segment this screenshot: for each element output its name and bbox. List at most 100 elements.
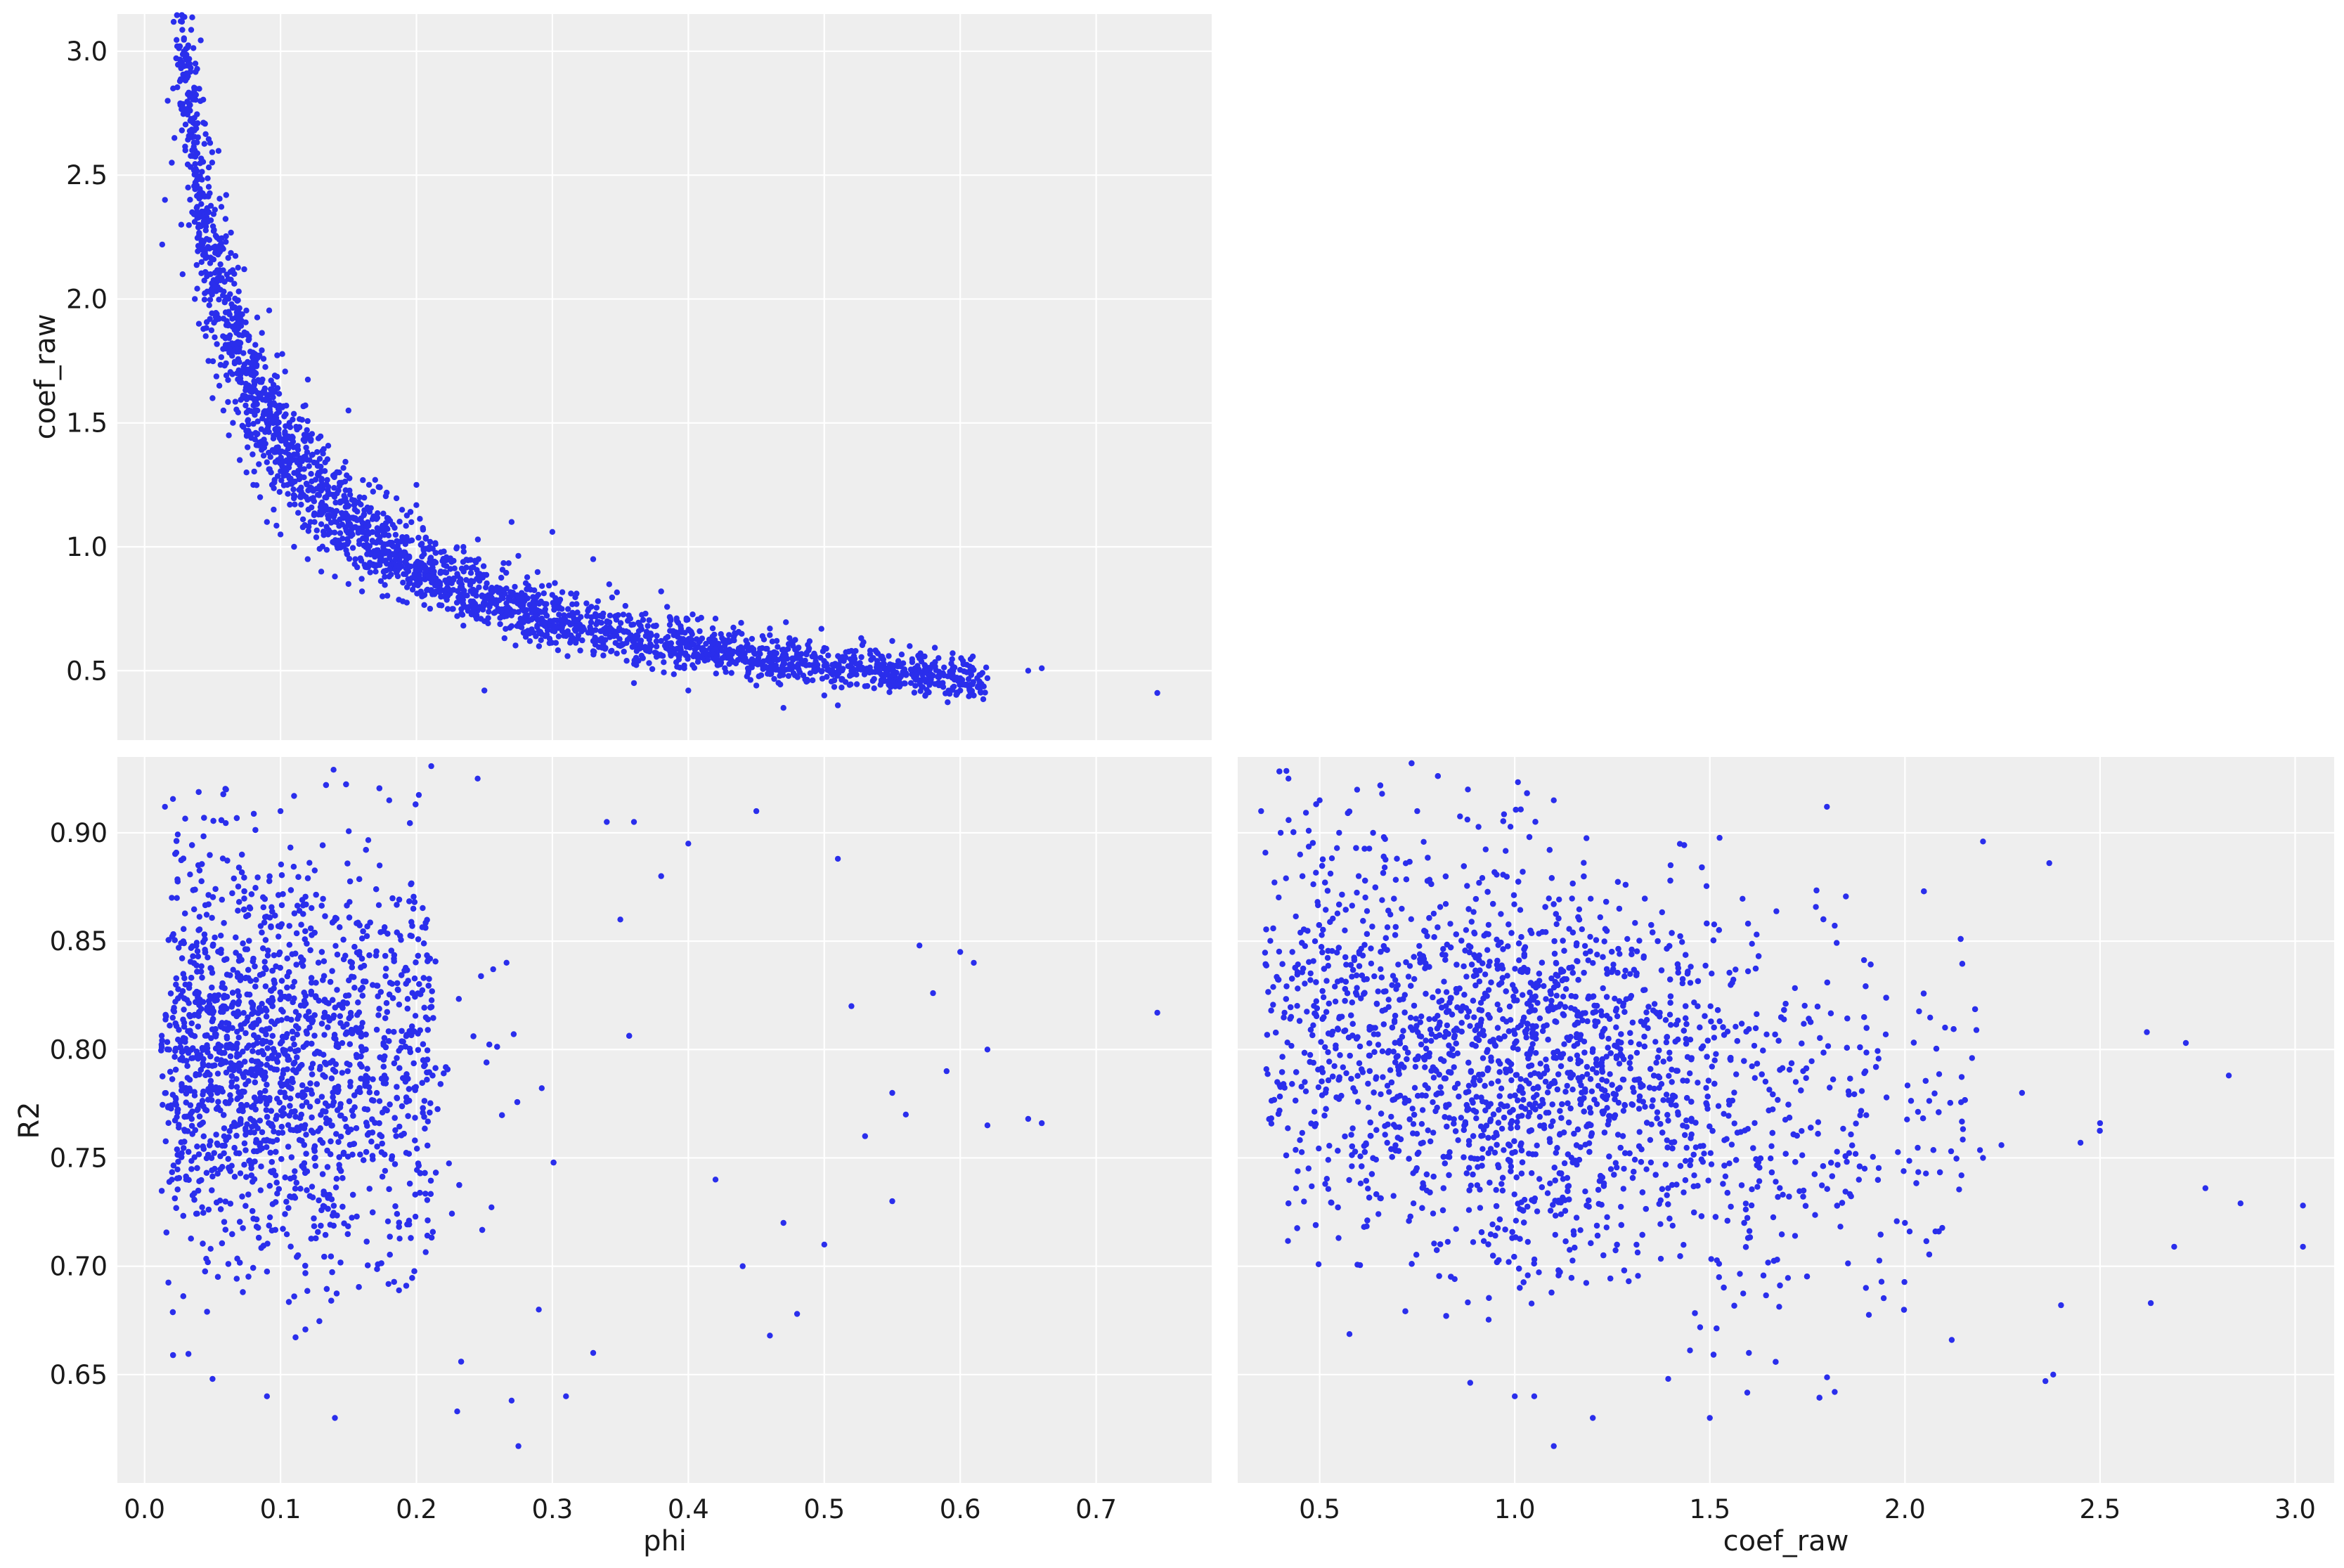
scatter-point [179, 955, 186, 961]
scatter-point [324, 456, 331, 462]
scatter-point [200, 1240, 206, 1247]
scatter-point [234, 297, 240, 304]
scatter-point [209, 149, 216, 155]
scatter-point [209, 984, 215, 991]
scatter-point [877, 682, 883, 688]
scatter-point [417, 516, 423, 522]
scatter-point [252, 342, 259, 348]
scatter-point [428, 997, 435, 1004]
scatter-point [411, 899, 417, 905]
scatter-point [438, 549, 444, 555]
scatter-point [607, 612, 614, 618]
scatter-point [523, 607, 529, 614]
scatter-point [510, 1031, 517, 1037]
scatter-point [332, 574, 338, 580]
scatter-point [313, 891, 319, 898]
scatter-point [382, 1167, 389, 1174]
scatter-point [646, 660, 652, 666]
scatter-point [171, 1195, 178, 1202]
scatter-point [316, 492, 323, 498]
scatter-point [467, 570, 474, 576]
scatter-point [193, 167, 200, 174]
scatter-point [166, 1179, 173, 1185]
scatter-point [369, 529, 376, 536]
scatter-point [391, 1060, 398, 1067]
scatter-point [245, 417, 251, 424]
scatter-point [670, 628, 676, 634]
scatter-point [652, 623, 659, 630]
scatter-point [406, 553, 413, 559]
scatter-point [240, 1010, 247, 1016]
scatter-point [191, 134, 198, 140]
scatter-point [317, 504, 324, 510]
scatter-point [189, 842, 195, 848]
scatter-point [396, 1002, 403, 1008]
scatter-point [467, 598, 474, 604]
scatter-point [203, 912, 210, 918]
scatter-point [290, 439, 297, 445]
scatter-point [209, 223, 216, 230]
scatter-point [297, 1063, 304, 1070]
scatter-point [427, 1109, 433, 1116]
scatter-point [342, 458, 349, 465]
scatter-point [577, 647, 583, 654]
scatter-point [204, 273, 210, 280]
scatter-point [308, 438, 314, 444]
scatter-point [210, 257, 217, 263]
scatter-point [429, 988, 435, 994]
scatter-point [215, 252, 221, 258]
scatter-point [898, 673, 904, 680]
scatter-point [949, 656, 955, 663]
scatter-point [569, 635, 576, 641]
scatter-point [373, 1026, 380, 1033]
scatter-point [726, 655, 732, 661]
scatter-point [291, 451, 297, 458]
scatter-point [188, 92, 195, 99]
scatter-point [704, 656, 711, 663]
scatter-point [162, 1011, 169, 1018]
scatter-point [271, 432, 277, 439]
scatter-point [332, 471, 338, 478]
scatter-point [186, 222, 192, 228]
scatter-point [1039, 665, 1045, 671]
scatter-point [201, 297, 208, 303]
scatter-point [204, 288, 210, 294]
scatter-point [725, 639, 731, 645]
scatter-point [192, 60, 199, 67]
scatter-point [162, 197, 168, 203]
scatter-point [385, 532, 392, 538]
scatter-point [514, 623, 520, 629]
scatter-point [283, 1231, 290, 1238]
scatter-point [473, 592, 479, 599]
scatter-point [235, 264, 241, 271]
scatter-point [210, 245, 216, 251]
scatter-point [309, 1071, 316, 1077]
scatter-point [259, 379, 265, 385]
scatter-point [250, 1048, 256, 1054]
scatter-point [306, 463, 312, 469]
scatter-point [428, 763, 434, 770]
scatter-point [775, 656, 782, 663]
scatter-point [195, 1151, 202, 1158]
scatter-point [968, 670, 974, 677]
scatter-point [170, 1352, 176, 1359]
scatter-point [282, 1174, 288, 1181]
scatter-point [477, 578, 483, 584]
scatter-point [600, 652, 607, 659]
scatter-point [914, 663, 921, 669]
scatter-point [439, 557, 446, 564]
grid-lines [117, 14, 1212, 740]
scatter-point [247, 408, 254, 415]
scatter-point [568, 590, 574, 597]
scatter-point [671, 671, 677, 678]
scatter-point [329, 968, 335, 974]
scatter-point [279, 351, 285, 357]
scatter-point [366, 1186, 373, 1192]
scatter-point [403, 1283, 410, 1289]
scatter-point [281, 413, 287, 420]
scatter-point [308, 471, 314, 477]
scatter-point [344, 902, 350, 909]
scatter-point [396, 1236, 403, 1242]
scatter-point [344, 1231, 351, 1238]
scatter-point [488, 1204, 495, 1211]
